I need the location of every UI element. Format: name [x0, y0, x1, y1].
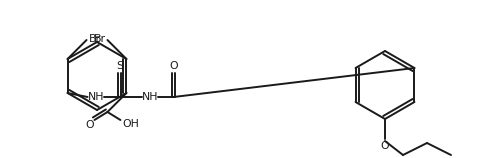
Text: NH: NH — [142, 92, 158, 102]
Text: Br: Br — [88, 34, 100, 44]
Text: O: O — [85, 120, 94, 130]
Text: O: O — [380, 141, 389, 151]
Text: OH: OH — [122, 119, 139, 129]
Text: NH: NH — [88, 92, 105, 102]
Text: Br: Br — [93, 34, 105, 44]
Text: S: S — [116, 61, 123, 71]
Text: O: O — [169, 61, 177, 71]
